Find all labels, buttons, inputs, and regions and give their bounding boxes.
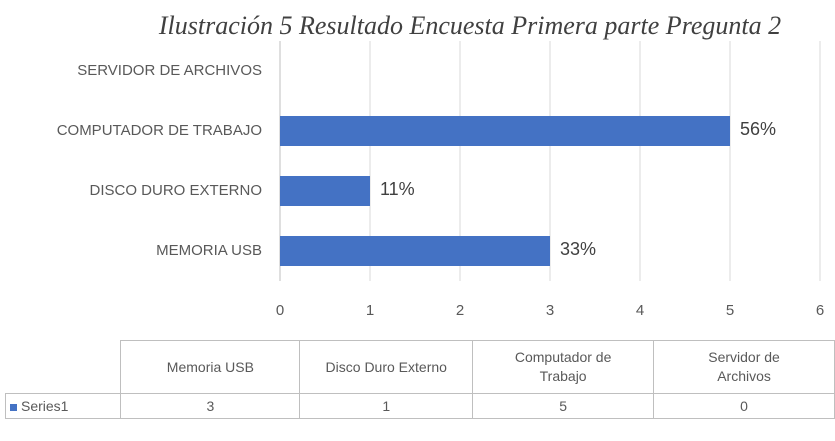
chart-title: Ilustración 5 Resultado Encuesta Primera… [158, 11, 781, 40]
table-header-cell: Memoria USB [120, 340, 301, 394]
data-label: 56% [740, 119, 776, 139]
table-header-text: Computador de Trabajo [514, 349, 612, 384]
table-header-text: Memoria USB [166, 358, 254, 375]
table-value: 1 [299, 393, 474, 419]
x-tick-label: 2 [456, 302, 464, 319]
data-table: Memoria USB Disco Duro Externo Computador … [4, 340, 835, 419]
series-cell: Series1 [4, 393, 122, 419]
table-header-text: Servidor de Archivos [708, 349, 780, 384]
blank-cell [6, 341, 121, 394]
table-header-cell: Servidor de Archivos [653, 340, 835, 394]
table-header-cell: Disco Duro Externo [299, 340, 474, 394]
table-value: 5 [472, 393, 655, 419]
bar [280, 236, 550, 266]
x-tick-label: 3 [546, 302, 554, 319]
y-tick-label: SERVIDOR DE ARCHIVOS [77, 62, 262, 79]
x-tick-label: 4 [636, 302, 644, 319]
bar [280, 176, 370, 206]
chart: Ilustración 5 Resultado Encuesta Primera… [57, 11, 824, 319]
bar [280, 116, 730, 146]
x-tick-label: 6 [816, 302, 824, 319]
legend-label: Series1 [21, 398, 69, 414]
legend-key [10, 403, 17, 411]
table-row: Series1 3 1 5 0 [4, 393, 835, 419]
x-tick-label: 1 [366, 302, 374, 319]
table-value: 3 [120, 393, 301, 419]
y-tick-label: DISCO DURO EXTERNO [89, 182, 262, 199]
data-label: 33% [560, 239, 596, 259]
table-header-cell: Computador de Trabajo [472, 340, 655, 394]
data-label: 11% [380, 179, 415, 199]
y-tick-label: MEMORIA USB [156, 242, 262, 259]
x-tick-label: 5 [726, 302, 734, 319]
y-tick-label: COMPUTADOR DE TRABAJO [57, 122, 262, 139]
table-value: 0 [653, 393, 835, 419]
table-header: Memoria USB Disco Duro Externo Computador … [6, 340, 835, 394]
x-tick-label: 0 [276, 302, 284, 319]
table-header-text: Disco Duro Externo [325, 358, 447, 375]
